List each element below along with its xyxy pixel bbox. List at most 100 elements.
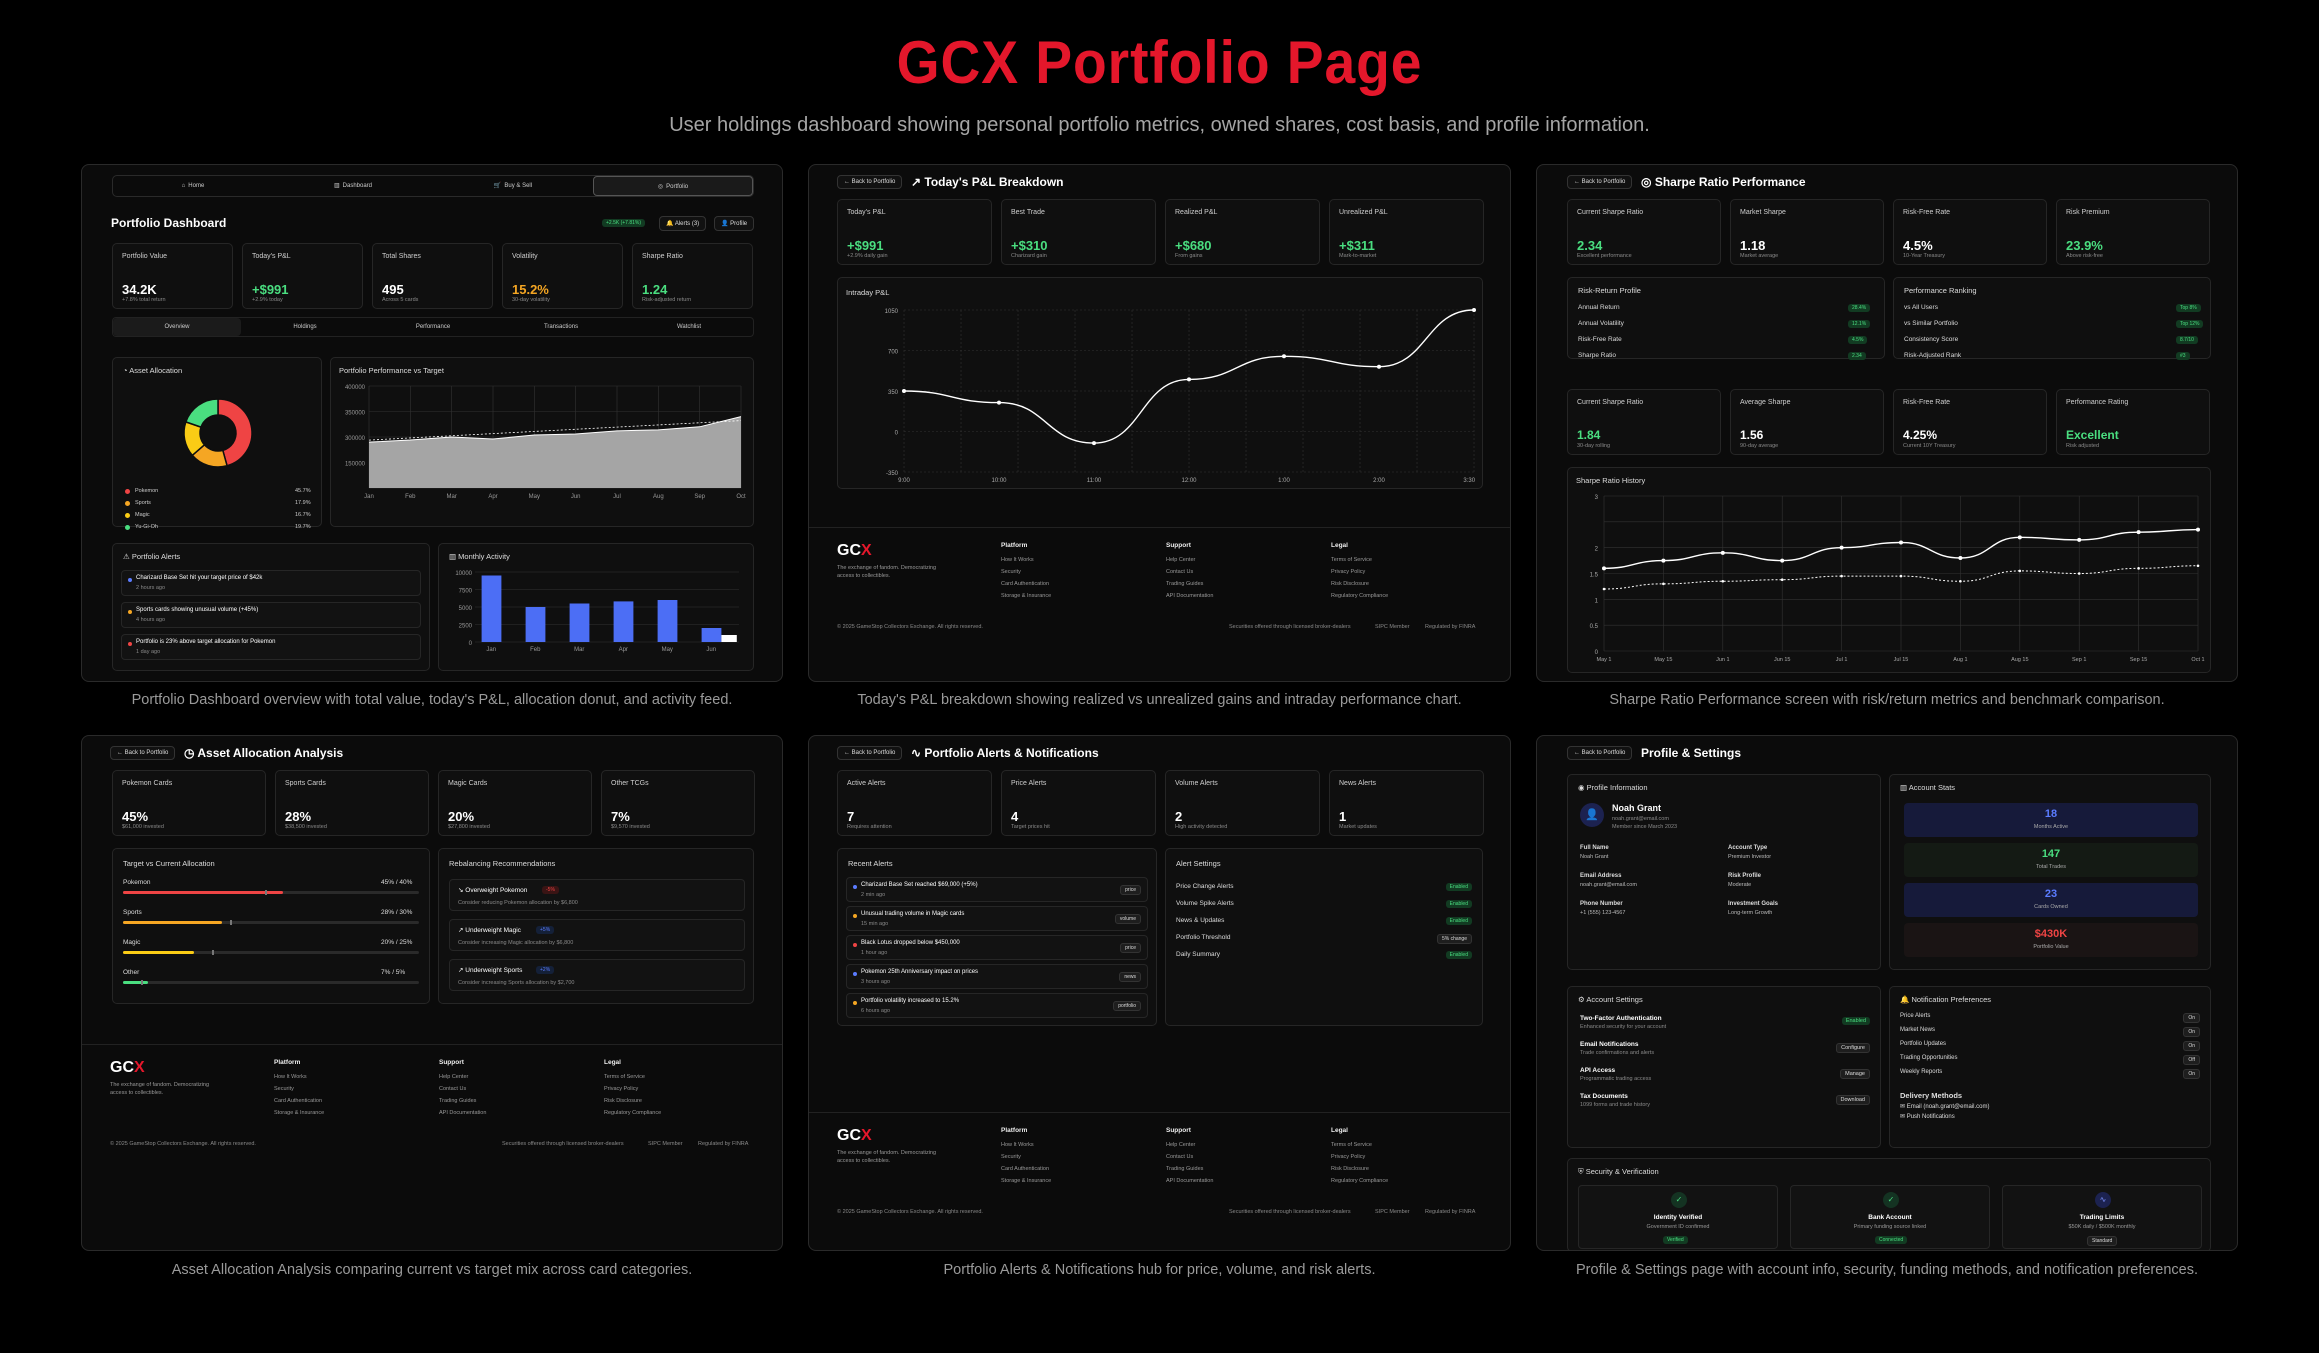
- back-button[interactable]: ← Back to Portfolio: [837, 175, 903, 189]
- footer-link[interactable]: Help Center: [439, 1074, 469, 1080]
- gain-badge: +2.5K (+7.81%): [602, 219, 646, 227]
- stat-card: Other TCGs 7% $9,570 invested: [601, 770, 755, 836]
- setting-toggle[interactable]: Enabled: [1445, 900, 1472, 908]
- footer-link[interactable]: How It Works: [274, 1074, 307, 1080]
- setting-toggle[interactable]: 5% change: [1436, 934, 1472, 944]
- setting-button[interactable]: Download: [1835, 1095, 1870, 1105]
- nav-item-dashboard[interactable]: ▥ Dashboard: [273, 176, 433, 196]
- sharpe-title-text: Sharpe Ratio Performance: [1654, 175, 1806, 189]
- tab-performance[interactable]: Performance: [415, 324, 451, 330]
- footer-link[interactable]: Help Center: [1166, 557, 1196, 563]
- footer-link[interactable]: Regulatory Compliance: [1331, 593, 1389, 599]
- footer-link[interactable]: Security: [1001, 1154, 1021, 1160]
- account-stat-label: Portfolio Value: [2033, 944, 2069, 950]
- rebalance-item[interactable]: ↗ Underweight Magic +5% Consider increasin…: [449, 919, 745, 951]
- footer-link[interactable]: Privacy Policy: [604, 1086, 639, 1092]
- notif-toggle[interactable]: On: [2183, 1041, 2200, 1051]
- legend-pct: 19.7%: [295, 524, 311, 530]
- stat-label: Volume Alerts: [1175, 780, 1218, 787]
- footer-link[interactable]: Card Authentication: [1001, 1166, 1050, 1172]
- notif-toggle[interactable]: Off: [2183, 1055, 2200, 1065]
- alert-item[interactable]: Sports cards showing unusual volume (+45…: [121, 602, 421, 628]
- footer-link[interactable]: Contact Us: [1166, 1154, 1194, 1160]
- nav-item-buy-sell[interactable]: 🛒 Buy & Sell: [433, 176, 593, 196]
- setting-button[interactable]: Enabled: [1841, 1017, 1870, 1025]
- recent-alert-item[interactable]: Charizard Base Set reached $69,000 (+5%)…: [846, 877, 1148, 902]
- setting-title: Email Notifications: [1580, 1041, 1639, 1048]
- footer-link[interactable]: Security: [274, 1086, 294, 1092]
- footer-link[interactable]: Privacy Policy: [1331, 1154, 1366, 1160]
- area-fill: [369, 416, 741, 488]
- footer-link[interactable]: Risk Disclosure: [1331, 581, 1369, 587]
- profile-button[interactable]: 👤 Profile: [714, 216, 755, 231]
- footer-link[interactable]: Storage & Insurance: [1001, 593, 1052, 599]
- footer-link[interactable]: Trading Guides: [439, 1098, 477, 1104]
- y-tick: 700: [888, 350, 899, 356]
- alert-time: 2 min ago: [861, 892, 886, 898]
- rebalance-item[interactable]: ↗ Underweight Sports +2% Consider increasi…: [449, 959, 745, 991]
- setting-button[interactable]: Manage: [1840, 1069, 1870, 1079]
- notif-toggle[interactable]: On: [2183, 1069, 2200, 1079]
- footer-link[interactable]: Card Authentication: [1001, 581, 1050, 587]
- notif-toggle[interactable]: On: [2183, 1013, 2200, 1023]
- market-sharpe-line-point: [1840, 574, 1843, 578]
- recent-alert-item[interactable]: Pokemon 25th Anniversary impact on price…: [846, 964, 1148, 989]
- field-value: +1 (555) 123-4567: [1580, 910, 1626, 916]
- recent-alert-item[interactable]: Black Lotus dropped below $450,000 1 hour…: [846, 935, 1148, 960]
- back-button[interactable]: ← Back to Portfolio: [110, 746, 176, 760]
- footer-link[interactable]: Regulatory Compliance: [1331, 1178, 1389, 1184]
- stat-card: Sports Cards 28% $38,500 invested: [275, 770, 429, 836]
- tab-holdings[interactable]: Holdings: [293, 324, 317, 330]
- footer-link[interactable]: Storage & Insurance: [274, 1110, 325, 1116]
- footer-link[interactable]: Risk Disclosure: [1331, 1166, 1369, 1172]
- setting-toggle[interactable]: Enabled: [1445, 883, 1472, 891]
- back-button[interactable]: ← Back to Portfolio: [837, 746, 903, 760]
- alert-item[interactable]: Charizard Base Set hit your target price…: [121, 570, 421, 596]
- alert-item[interactable]: Portfolio is 23% above target allocation…: [121, 634, 421, 660]
- recent-alert-item[interactable]: Unusual trading volume in Magic cards 15 …: [846, 906, 1148, 931]
- footer-link[interactable]: How It Works: [1001, 557, 1034, 563]
- footer-link[interactable]: Privacy Policy: [1331, 569, 1366, 575]
- footer-link[interactable]: Regulatory Compliance: [604, 1110, 662, 1116]
- alert-text: Charizard Base Set reached $69,000 (+5%): [861, 882, 978, 888]
- alerts-button[interactable]: 🔔 Alerts (3): [659, 216, 707, 231]
- footer-link[interactable]: Storage & Insurance: [1001, 1178, 1052, 1184]
- security-desc: $50K daily / $500K monthly: [2068, 1224, 2136, 1230]
- footer-link[interactable]: Help Center: [1166, 1142, 1196, 1148]
- footer-link[interactable]: Security: [1001, 569, 1021, 575]
- back-button[interactable]: ← Back to Portfolio: [1567, 746, 1633, 760]
- stat-value: +$311: [1339, 238, 1375, 253]
- history-title: Sharpe Ratio History: [1576, 476, 1646, 485]
- notif-toggle[interactable]: On: [2183, 1027, 2200, 1037]
- tab-watchlist[interactable]: Watchlist: [676, 324, 702, 330]
- footer-link[interactable]: Trading Guides: [1166, 1166, 1204, 1172]
- nav-label: Buy & Sell: [504, 183, 533, 189]
- footer-link[interactable]: API Documentation: [1166, 593, 1214, 599]
- footer-link[interactable]: How It Works: [1001, 1142, 1034, 1148]
- footer-link[interactable]: API Documentation: [439, 1110, 487, 1116]
- stat-value: 2: [1175, 809, 1183, 824]
- page-subtitle: User holdings dashboard showing personal…: [669, 114, 1650, 136]
- footer-link[interactable]: Card Authentication: [274, 1098, 323, 1104]
- footer-link[interactable]: Terms of Service: [1331, 1142, 1372, 1148]
- footer-link[interactable]: Contact Us: [1166, 569, 1194, 575]
- setting-toggle[interactable]: Enabled: [1445, 917, 1472, 925]
- rebalance-item[interactable]: ↘ Overweight Pokemon -5% Consider reducing…: [449, 879, 745, 911]
- nav-item-portfolio[interactable]: ◎ Portfolio: [593, 176, 753, 196]
- footer-link[interactable]: Risk Disclosure: [604, 1098, 642, 1104]
- tab-overview[interactable]: Overview: [113, 318, 241, 336]
- setting-toggle[interactable]: Enabled: [1445, 951, 1472, 959]
- nav-item-home[interactable]: ⌂ Home: [113, 176, 273, 196]
- footer-link[interactable]: API Documentation: [1166, 1178, 1214, 1184]
- stat-value: 495: [382, 282, 404, 297]
- footer-link[interactable]: Terms of Service: [604, 1074, 645, 1080]
- tab-transactions[interactable]: Transactions: [543, 324, 579, 330]
- footer-link[interactable]: Terms of Service: [1331, 557, 1372, 563]
- stat-label: Risk Premium: [2066, 209, 2110, 216]
- footer-link[interactable]: Contact Us: [439, 1086, 467, 1092]
- alert-dot: [853, 943, 857, 947]
- back-button[interactable]: ← Back to Portfolio: [1567, 175, 1633, 189]
- footer-link[interactable]: Trading Guides: [1166, 581, 1204, 587]
- setting-button[interactable]: Configure: [1836, 1043, 1870, 1053]
- recent-alert-item[interactable]: Portfolio volatility increased to 15.2% 6…: [846, 993, 1148, 1018]
